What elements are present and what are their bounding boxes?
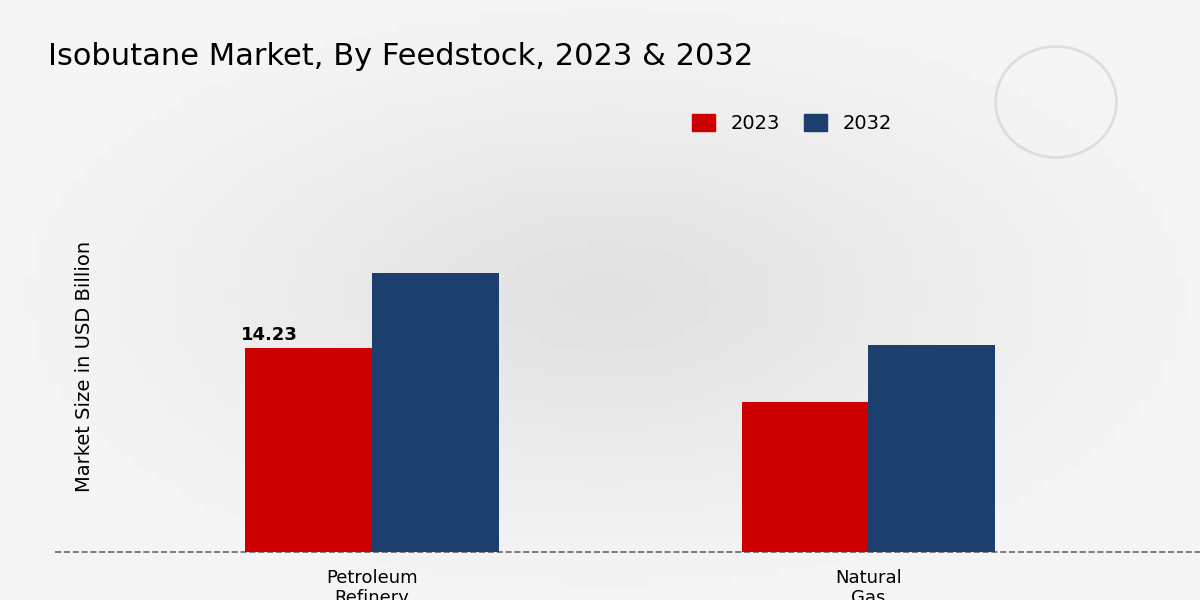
Bar <box>742 402 869 552</box>
Bar <box>372 273 499 552</box>
Legend: 2023, 2032: 2023, 2032 <box>684 106 900 140</box>
Bar <box>869 344 995 552</box>
Bar <box>245 349 372 552</box>
Text: Isobutane Market, By Feedstock, 2023 & 2032: Isobutane Market, By Feedstock, 2023 & 2… <box>48 42 754 71</box>
Text: 14.23: 14.23 <box>241 326 298 344</box>
Y-axis label: Market Size in USD Billion: Market Size in USD Billion <box>76 241 94 491</box>
